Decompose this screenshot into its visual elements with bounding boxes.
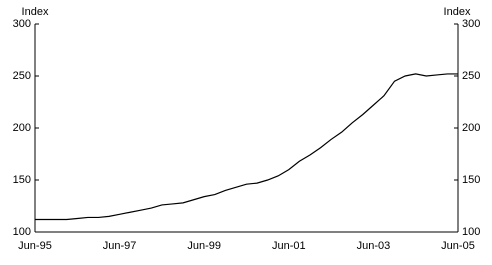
y-tick-label: 300 (13, 18, 31, 30)
x-tick-label: Jun-95 (18, 240, 52, 252)
y2-tick-label: 300 (462, 18, 480, 30)
y2-tick-label: 100 (462, 226, 480, 238)
y2-axis-label: Index (444, 6, 471, 18)
x-tick-label: Jun-05 (441, 240, 475, 252)
y-tick-label: 100 (13, 226, 31, 238)
x-tick-label: Jun-03 (357, 240, 391, 252)
y2-tick-label: 200 (462, 122, 480, 134)
y-tick-label: 250 (13, 70, 31, 82)
y-axis-label: Index (22, 6, 49, 18)
x-tick-label: Jun-99 (187, 240, 221, 252)
y-tick-label: 150 (13, 174, 31, 186)
x-tick-label: Jun-97 (103, 240, 137, 252)
y2-tick-label: 150 (462, 174, 480, 186)
data-line (35, 73, 458, 221)
y-tick-label: 200 (13, 122, 31, 134)
x-tick-label: Jun-01 (272, 240, 306, 252)
y2-tick-label: 250 (462, 70, 480, 82)
